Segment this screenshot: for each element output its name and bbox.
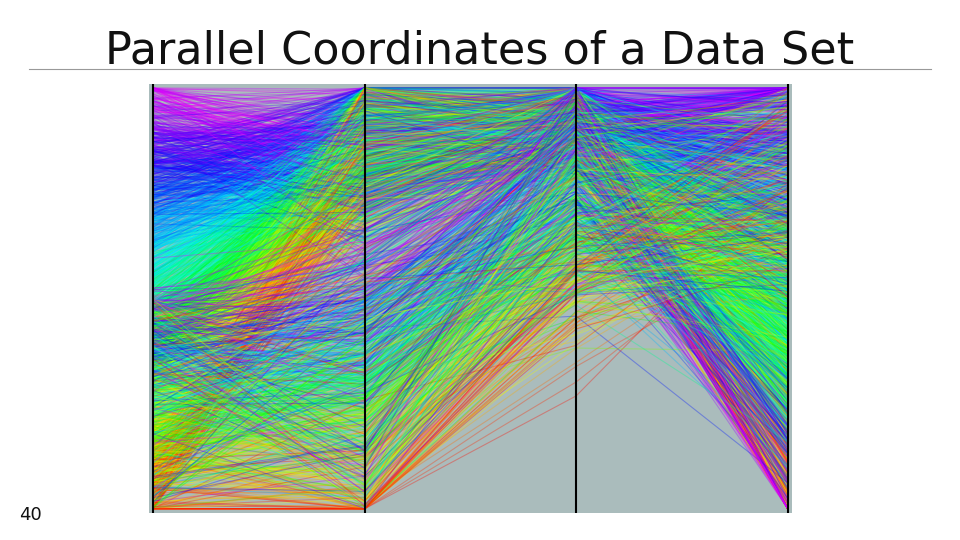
- Text: 40: 40: [19, 506, 42, 524]
- Text: Parallel Coordinates of a Data Set: Parallel Coordinates of a Data Set: [106, 30, 854, 73]
